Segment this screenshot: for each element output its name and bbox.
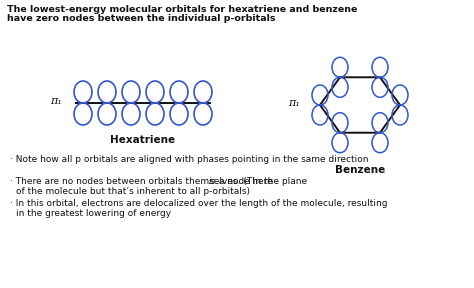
Text: is: is <box>209 177 216 186</box>
Text: · In this orbital, electrons are delocalized over the length of the molecule, re: · In this orbital, electrons are delocal… <box>10 199 388 208</box>
Text: have zero nodes between the individual p-orbitals: have zero nodes between the individual p… <box>7 14 275 23</box>
Text: in the greatest lowering of energy: in the greatest lowering of energy <box>16 209 171 218</box>
Text: π₁: π₁ <box>50 96 62 106</box>
Text: The lowest-energy molecular orbitals for hexatriene and benzene: The lowest-energy molecular orbitals for… <box>7 5 357 14</box>
Text: π₁: π₁ <box>288 98 300 108</box>
Text: a node in the plane: a node in the plane <box>216 177 307 186</box>
Text: · Note how all p orbitals are aligned with phases pointing in the same direction: · Note how all p orbitals are aligned wi… <box>10 155 368 164</box>
Text: Hexatriene: Hexatriene <box>110 135 175 145</box>
Text: Benzene: Benzene <box>335 165 385 175</box>
Text: · There are no nodes between orbitals themselves. (There: · There are no nodes between orbitals th… <box>10 177 275 186</box>
Text: of the molecule but that’s inherent to all p-orbitals): of the molecule but that’s inherent to a… <box>16 187 250 196</box>
